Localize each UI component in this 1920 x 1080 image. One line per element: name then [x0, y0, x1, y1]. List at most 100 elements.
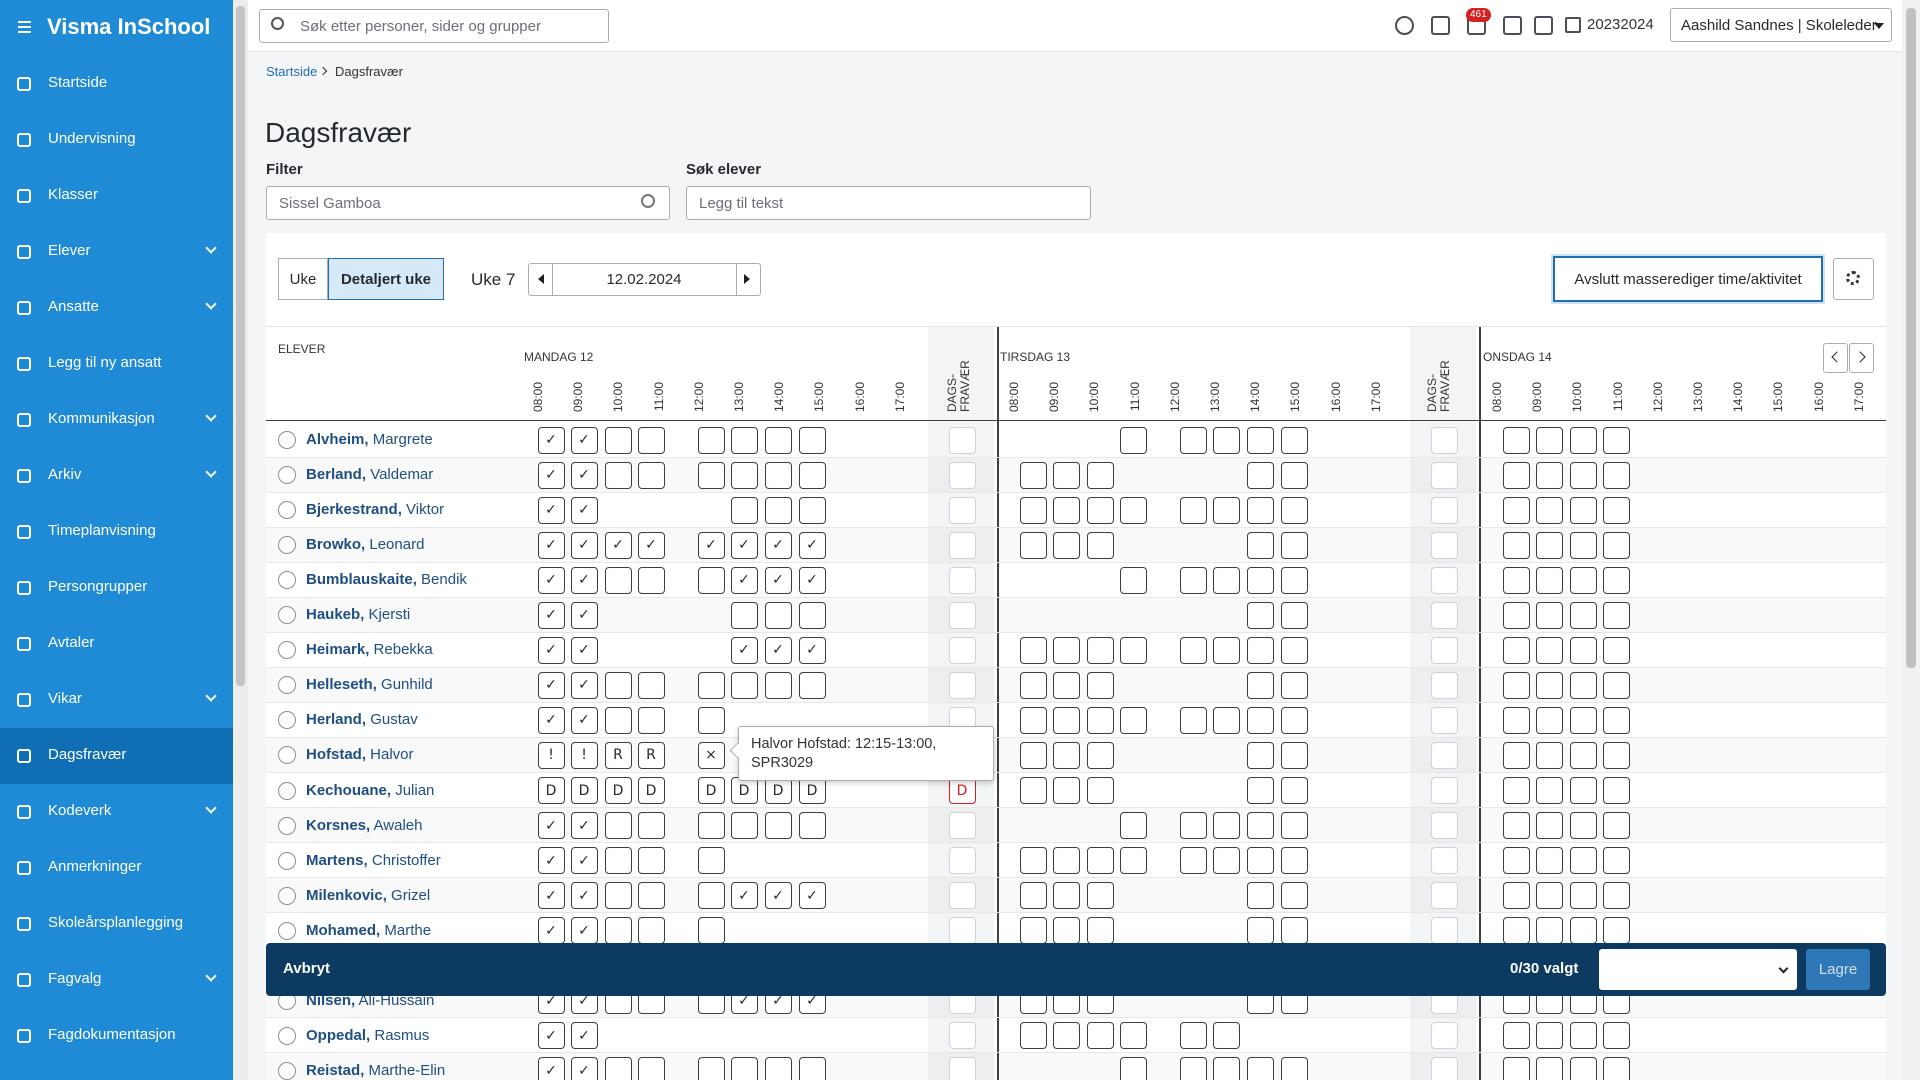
lesson-cell[interactable]: [798, 461, 826, 489]
nav-item[interactable]: Kodeverk: [0, 784, 233, 840]
breadcrumb-home[interactable]: Startside: [266, 64, 318, 79]
lesson-cell[interactable]: [1212, 426, 1240, 454]
lesson-cell[interactable]: [1019, 461, 1047, 489]
lesson-cell[interactable]: ✓: [537, 1057, 565, 1080]
lesson-cell[interactable]: [604, 566, 632, 594]
lesson-cell[interactable]: [1602, 917, 1630, 945]
lesson-cell[interactable]: ✓: [798, 566, 826, 594]
lesson-cell[interactable]: [1246, 426, 1274, 454]
lesson-cell[interactable]: [1502, 566, 1530, 594]
absence-cell[interactable]: [948, 496, 976, 524]
lesson-cell[interactable]: [764, 601, 792, 629]
absence-cell[interactable]: [1430, 496, 1458, 524]
lesson-cell[interactable]: [604, 461, 632, 489]
lesson-cell[interactable]: [1019, 636, 1047, 664]
lesson-cell[interactable]: [1280, 636, 1308, 664]
lesson-cell[interactable]: ✓: [764, 566, 792, 594]
lesson-cell[interactable]: [798, 812, 826, 840]
lesson-cell[interactable]: [1179, 706, 1207, 734]
lesson-cell[interactable]: [1280, 777, 1308, 804]
student-name[interactable]: Helleseth, Gunhild: [306, 676, 433, 693]
row-select[interactable]: [278, 641, 296, 660]
row-select[interactable]: [278, 1061, 296, 1080]
lesson-cell[interactable]: [1246, 636, 1274, 664]
lesson-cell[interactable]: [730, 671, 758, 699]
lesson-cell[interactable]: [637, 882, 665, 910]
lesson-cell[interactable]: [1179, 566, 1207, 594]
lesson-cell[interactable]: [697, 917, 725, 945]
lesson-cell[interactable]: [1502, 917, 1530, 945]
lesson-cell[interactable]: [637, 917, 665, 945]
lesson-cell[interactable]: ✓: [764, 636, 792, 664]
lesson-cell[interactable]: [1019, 671, 1047, 699]
absence-cell[interactable]: [948, 812, 976, 840]
lesson-cell[interactable]: [637, 812, 665, 840]
lesson-cell[interactable]: ✓: [537, 847, 565, 875]
student-name[interactable]: Alvheim, Margrete: [306, 431, 433, 448]
lesson-cell[interactable]: [1535, 777, 1563, 804]
lesson-cell[interactable]: [764, 496, 792, 524]
lesson-cell[interactable]: [1535, 601, 1563, 629]
lesson-cell[interactable]: [1052, 882, 1080, 910]
lesson-cell[interactable]: [1052, 777, 1080, 804]
absence-cell[interactable]: [1430, 882, 1458, 910]
lesson-cell[interactable]: [1212, 1022, 1240, 1050]
lesson-cell[interactable]: [1179, 1022, 1207, 1050]
lesson-cell[interactable]: [1019, 741, 1047, 769]
lesson-cell[interactable]: [697, 706, 725, 734]
lesson-cell[interactable]: [1569, 882, 1597, 910]
lesson-cell[interactable]: [1535, 741, 1563, 769]
lesson-cell[interactable]: [1280, 917, 1308, 945]
lesson-cell[interactable]: [1535, 882, 1563, 910]
lesson-cell[interactable]: [1535, 636, 1563, 664]
lesson-cell[interactable]: [604, 917, 632, 945]
lesson-cell[interactable]: [1602, 636, 1630, 664]
lesson-cell[interactable]: ✓: [570, 426, 598, 454]
lesson-cell[interactable]: [1246, 1057, 1274, 1080]
lesson-cell[interactable]: [1535, 1022, 1563, 1050]
lesson-cell[interactable]: D: [798, 777, 826, 804]
lesson-cell[interactable]: [1179, 426, 1207, 454]
lesson-cell[interactable]: [1502, 812, 1530, 840]
lesson-cell[interactable]: [1280, 566, 1308, 594]
lesson-cell[interactable]: R: [637, 741, 665, 769]
lesson-cell[interactable]: [1086, 636, 1114, 664]
student-name[interactable]: Kechouane, Julian: [306, 782, 434, 799]
lesson-cell[interactable]: [1602, 1022, 1630, 1050]
lesson-cell[interactable]: [604, 812, 632, 840]
lesson-cell[interactable]: [764, 461, 792, 489]
row-select[interactable]: [278, 886, 296, 905]
lesson-cell[interactable]: [1602, 531, 1630, 559]
lesson-cell[interactable]: [1535, 847, 1563, 875]
lesson-cell[interactable]: [1179, 847, 1207, 875]
lesson-cell[interactable]: [1179, 812, 1207, 840]
nav-item[interactable]: Legg til ny ansatt: [0, 336, 233, 392]
lesson-cell[interactable]: [1502, 461, 1530, 489]
absence-cell[interactable]: [948, 671, 976, 699]
nav-item[interactable]: Elever: [0, 224, 233, 280]
lesson-cell[interactable]: [1212, 496, 1240, 524]
lesson-cell[interactable]: [1535, 1057, 1563, 1080]
day-next[interactable]: [1849, 343, 1874, 373]
lesson-cell[interactable]: [764, 426, 792, 454]
lesson-cell[interactable]: [697, 882, 725, 910]
lesson-cell[interactable]: ✓: [570, 917, 598, 945]
lesson-cell[interactable]: [1569, 777, 1597, 804]
lesson-cell[interactable]: [1569, 531, 1597, 559]
lesson-cell[interactable]: [1502, 496, 1530, 524]
nav-item[interactable]: Persongrupper: [0, 560, 233, 616]
absence-cell[interactable]: [1430, 777, 1458, 804]
filter-input[interactable]: Sissel Gamboa: [266, 186, 670, 220]
lesson-cell[interactable]: [1246, 566, 1274, 594]
lesson-cell[interactable]: ✓: [570, 882, 598, 910]
row-select[interactable]: [278, 571, 296, 590]
lesson-cell[interactable]: [1119, 566, 1147, 594]
lesson-cell[interactable]: [1569, 496, 1597, 524]
student-name[interactable]: Oppedal, Rasmus: [306, 1027, 429, 1044]
view-toggle[interactable]: Uke: [278, 258, 328, 300]
lesson-cell[interactable]: [1280, 882, 1308, 910]
absence-cell[interactable]: [1430, 636, 1458, 664]
lesson-cell[interactable]: [1246, 531, 1274, 559]
lesson-cell[interactable]: [1019, 847, 1047, 875]
lesson-cell[interactable]: [1212, 1057, 1240, 1080]
